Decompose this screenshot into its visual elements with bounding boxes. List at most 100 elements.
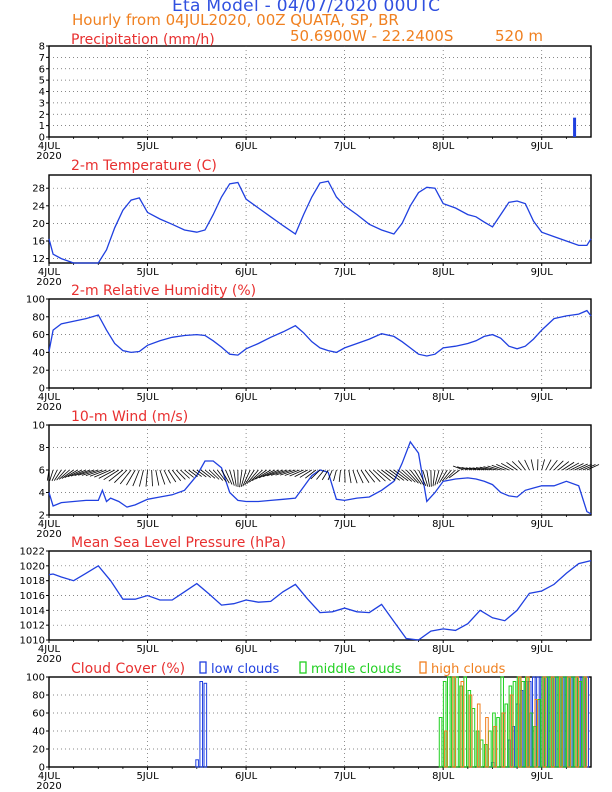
- y-tick-label: 12: [32, 254, 45, 265]
- y-tick-label: 0: [39, 133, 45, 144]
- wind-arrow: [53, 469, 62, 481]
- cloud-bar: [452, 676, 456, 768]
- wind-arrow: [145, 469, 148, 487]
- wind-arrow: [557, 461, 570, 471]
- y-tick-label: 1014: [20, 606, 45, 617]
- x-year-label: 2020: [36, 654, 61, 665]
- wind-arrow: [221, 469, 230, 484]
- wind-arrow: [401, 469, 416, 483]
- wind-arrow: [200, 469, 211, 478]
- cloud-bar: [468, 694, 473, 768]
- x-tick-label: 4JUL: [38, 267, 61, 278]
- legend-high-swatch: [419, 661, 427, 674]
- wind-arrow: [188, 469, 198, 478]
- wind-arrow: [578, 463, 592, 471]
- x-tick-label: 6JUL: [235, 771, 258, 782]
- wind-arrow: [251, 469, 267, 482]
- cloud-bar: [455, 676, 459, 768]
- wind-arrow: [487, 465, 501, 471]
- chart-title: Eta Model - 04/07/2020 00UTC: [172, 0, 441, 16]
- wind-arrow: [78, 469, 95, 476]
- cloud-bar: [479, 739, 484, 768]
- wind-arrow: [360, 469, 370, 483]
- wind-arrow: [582, 464, 596, 471]
- x-tick-label: 7JUL: [334, 392, 357, 403]
- legend-low-swatch: [199, 661, 207, 674]
- cloud-bar: [501, 712, 506, 768]
- y-tick-label: 2: [39, 511, 45, 522]
- x-tick-label: 5JUL: [136, 267, 159, 278]
- panel-1: 12 16 20 24 28 4JUL 5JUL 6JUL 7JUL 8JUL 9JUL 2020 2-…: [32, 158, 592, 288]
- wind-arrow: [377, 469, 391, 481]
- cloud-bar: [559, 676, 563, 768]
- y-tick-label: 1020: [20, 561, 45, 572]
- wind-arrow: [496, 463, 510, 471]
- wind-arrow: [405, 469, 419, 484]
- y-tick-label: 80: [32, 691, 45, 702]
- x-tick-label: 6JUL: [235, 644, 258, 655]
- wind-arrow: [289, 469, 304, 477]
- x-tick-label: 5JUL: [136, 141, 159, 152]
- x-year-label: 2020: [36, 151, 61, 162]
- wind-arrow: [348, 469, 352, 484]
- wind-arrow: [70, 469, 87, 477]
- wind-arrow: [114, 469, 128, 483]
- x-tick-label: 4JUL: [38, 644, 61, 655]
- wind-arrow: [541, 459, 545, 471]
- wind-arrow: [418, 469, 427, 487]
- wind-arrow: [397, 469, 413, 482]
- wind-arrow: [530, 459, 534, 471]
- wind-arrow: [570, 463, 584, 471]
- wind-arrow: [426, 469, 431, 487]
- x-tick-label: 4JUL: [38, 771, 61, 782]
- x-tick-label: 6JUL: [235, 519, 258, 530]
- x-tick-label: 9JUL: [531, 267, 554, 278]
- wind-arrow: [475, 467, 489, 471]
- wind-arrow: [262, 469, 280, 478]
- y-tick-label: 4: [39, 87, 45, 98]
- y-tick-label: 100: [26, 673, 45, 684]
- wind-arrow: [442, 469, 452, 482]
- wind-arrow: [434, 469, 440, 486]
- wind-arrow: [67, 469, 83, 478]
- x-tick-label: 6JUL: [235, 267, 258, 278]
- wind-arrow: [327, 469, 333, 481]
- x-tick-label: 6JUL: [235, 392, 258, 403]
- wind-arrow: [472, 467, 485, 471]
- y-tick-label: 1016: [20, 591, 45, 602]
- wind-arrow: [64, 469, 78, 478]
- x-tick-label: 8JUL: [432, 644, 455, 655]
- x-year-label: 2020: [36, 277, 61, 288]
- y-tick-label: 6: [39, 64, 45, 75]
- wind-arrow: [171, 469, 182, 481]
- wind-arrow: [461, 466, 473, 471]
- wind-arrow: [74, 469, 91, 476]
- cloud-bar: [485, 717, 489, 768]
- wind-arrow: [81, 469, 99, 476]
- x-tick-label: 5JUL: [136, 644, 159, 655]
- wind-arrow: [244, 469, 255, 486]
- legend-middle-label: middle clouds: [311, 662, 402, 677]
- wind-arrow: [338, 469, 341, 482]
- wind-arrow: [279, 469, 296, 476]
- wind-arrow: [239, 469, 243, 488]
- wind-arrow: [108, 469, 124, 482]
- panel-title: 2-m Relative Humidity (%): [71, 283, 256, 299]
- wind-arrow: [212, 469, 224, 481]
- cloud-bar: [460, 681, 465, 768]
- cloud-bar: [444, 730, 448, 768]
- wind-arrow: [266, 469, 284, 477]
- cloud-bar: [567, 676, 571, 768]
- wind-arrow: [511, 461, 522, 471]
- wind-arrow: [233, 469, 237, 487]
- wind-arrow: [422, 469, 429, 487]
- wind-arrow: [126, 469, 136, 486]
- y-tick-label: 100: [26, 295, 45, 306]
- wind-arrow: [333, 469, 337, 482]
- chart-subtitle: Hourly from 04JUL2020, 00Z QUATA, SP, BR: [72, 11, 399, 29]
- cloud-bar: [199, 681, 204, 768]
- wind-arrow: [356, 469, 364, 484]
- wind-arrow: [139, 469, 144, 487]
- wind-arrow: [316, 469, 325, 480]
- y-tick-label: 1018: [20, 576, 45, 587]
